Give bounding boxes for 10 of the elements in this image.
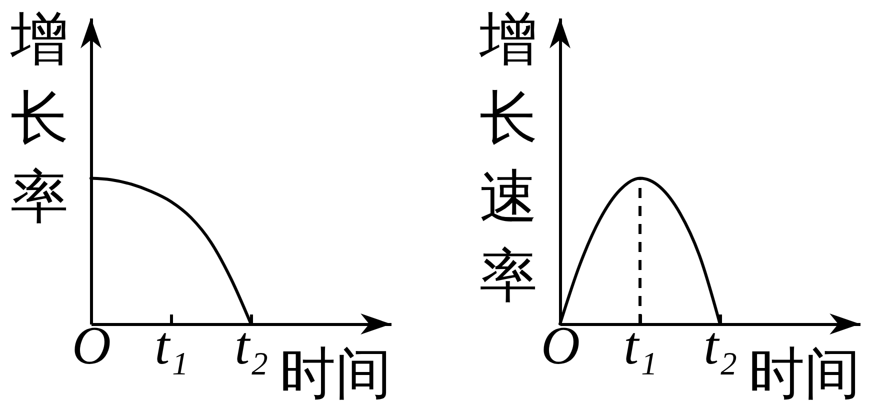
x-tick-label: t₂ xyxy=(704,316,738,376)
x-tick-label: O xyxy=(541,316,580,376)
x-tick-label: t₁ xyxy=(154,316,188,376)
x-axis-title: 时间 xyxy=(280,344,392,406)
y-axis-title: 增长速率 xyxy=(478,6,538,308)
x-tick-label: t₁ xyxy=(624,316,658,376)
y-axis-title: 增长率 xyxy=(10,6,68,230)
x-tick-label: t₂ xyxy=(234,316,268,376)
x-axis-title: 时间 xyxy=(748,344,860,406)
x-tick-label: O xyxy=(72,316,111,376)
